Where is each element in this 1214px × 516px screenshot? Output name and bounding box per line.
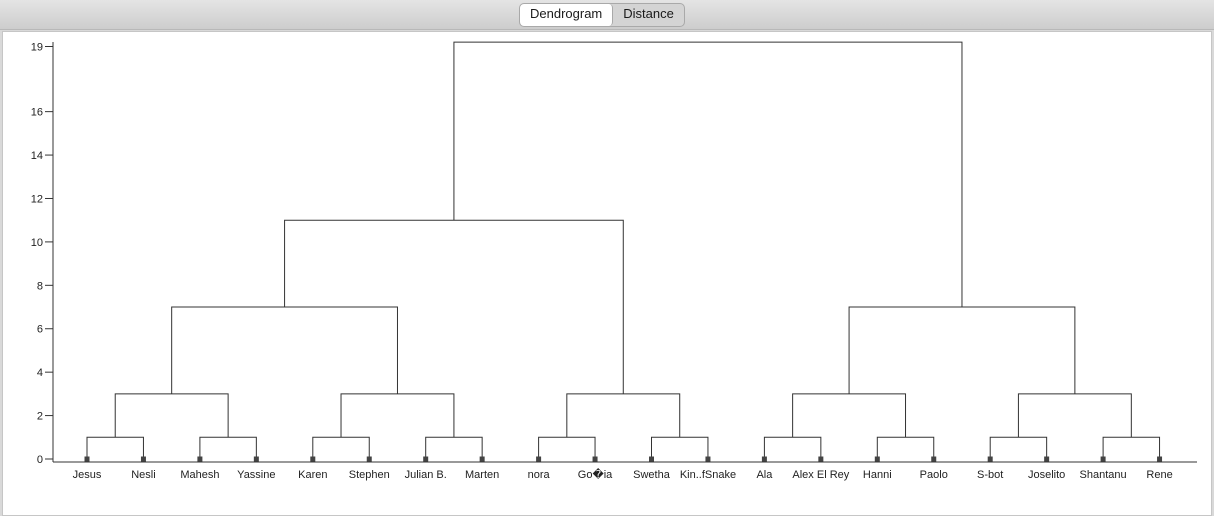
- leaf-label-16: S-bot: [977, 469, 1003, 481]
- dendrogram-link-8: [989, 436, 1048, 459]
- y-tick-label-19: 19: [31, 42, 43, 54]
- dendrogram-link-13: [792, 393, 907, 438]
- leaf-marker-16: [987, 456, 993, 462]
- leaf-marker-17: [1044, 456, 1050, 462]
- leaf-label-4: Karen: [298, 469, 327, 481]
- dendrogram-link-11: [340, 393, 455, 438]
- leaf-label-1: Nesli: [131, 469, 155, 481]
- y-tick-label-0: 0: [37, 454, 43, 466]
- leaf-marker-5: [366, 456, 372, 462]
- leaf-label-5: Stephen: [349, 469, 390, 481]
- leaf-marker-4: [310, 456, 316, 462]
- dendrogram-link-18: [453, 41, 963, 308]
- leaf-label-8: nora: [528, 469, 551, 481]
- leaf-label-2: Mahesh: [180, 469, 219, 481]
- tab-dendrogram[interactable]: Dendrogram: [520, 4, 614, 26]
- dendrogram-link-12: [566, 393, 681, 438]
- y-tick-label-2: 2: [37, 411, 43, 423]
- leaf-marker-13: [818, 456, 824, 462]
- leaf-marker-0: [84, 456, 90, 462]
- leaf-marker-12: [761, 456, 767, 462]
- leaf-marker-8: [536, 456, 542, 462]
- leaf-label-19: Rene: [1146, 469, 1172, 481]
- leaf-marker-1: [140, 456, 146, 462]
- y-tick-label-12: 12: [31, 193, 43, 205]
- dendrogram-link-17: [284, 219, 624, 394]
- leaf-label-15: Paolo: [920, 469, 948, 481]
- dendrogram-link-1: [199, 436, 257, 459]
- leaf-label-6: Julian B.: [405, 469, 447, 481]
- dendrogram-link-10: [114, 393, 229, 438]
- dendrogram-link-5: [651, 436, 709, 459]
- leaf-label-3: Yassine: [237, 469, 275, 481]
- tab-distance[interactable]: Distance: [623, 6, 674, 21]
- dendrogram-link-2: [312, 436, 370, 459]
- dendrogram-link-14: [1017, 393, 1132, 438]
- leaf-marker-19: [1157, 456, 1163, 462]
- dendrogram-chart: 0 2 4 6 8 10 12 14 16 19 Jesus Nesli Mahesh Yassine Ka…: [31, 41, 1197, 481]
- dendrogram-link-4: [538, 436, 596, 459]
- leaf-label-11: Kin..fSnake: [680, 469, 736, 481]
- leaf-label-0: Jesus: [73, 469, 102, 481]
- plot-panel: 0 2 4 6 8 10 12 14 16 19 Jesus Nesli Mahesh Yassine Ka…: [2, 31, 1212, 516]
- leaf-label-7: Marten: [465, 469, 499, 481]
- leaf-marker-9: [592, 456, 598, 462]
- y-tick-label-4: 4: [37, 367, 43, 379]
- leaf-label-14: Hanni: [863, 469, 892, 481]
- leaf-label-12: Ala: [756, 469, 773, 481]
- y-tick-label-8: 8: [37, 280, 43, 292]
- dendrogram-link-16: [848, 306, 1076, 394]
- y-tick-label-10: 10: [31, 237, 43, 249]
- view-segmented-control: Dendrogram Distance: [519, 3, 685, 27]
- leaf-marker-6: [423, 456, 429, 462]
- leaf-marker-18: [1100, 456, 1106, 462]
- dendrogram-link-15: [171, 306, 398, 394]
- leaf-label-9: Go�ia: [578, 467, 613, 481]
- leaf-label-18: Shantanu: [1080, 469, 1127, 481]
- leaf-label-10: Swetha: [633, 469, 671, 481]
- leaf-marker-7: [479, 456, 485, 462]
- leaf-marker-2: [197, 456, 203, 462]
- leaf-marker-3: [253, 456, 259, 462]
- y-tick-label-6: 6: [37, 324, 43, 336]
- y-tick-label-14: 14: [31, 150, 43, 162]
- leaf-marker-15: [931, 456, 937, 462]
- leaf-label-13: Alex El Rey: [792, 469, 849, 481]
- dendrogram-link-3: [425, 436, 483, 459]
- y-tick-label-16: 16: [31, 107, 43, 119]
- dendrogram-link-6: [763, 436, 822, 459]
- dendrogram-link-9: [1102, 436, 1161, 459]
- dendrogram-link-0: [86, 436, 144, 459]
- leaf-label-17: Joselito: [1028, 469, 1065, 481]
- leaf-marker-14: [874, 456, 880, 462]
- leaf-marker-10: [649, 456, 654, 462]
- toolbar: Dendrogram Distance: [0, 0, 1214, 30]
- dendrogram-link-7: [876, 436, 935, 459]
- leaf-marker-11: [705, 456, 711, 462]
